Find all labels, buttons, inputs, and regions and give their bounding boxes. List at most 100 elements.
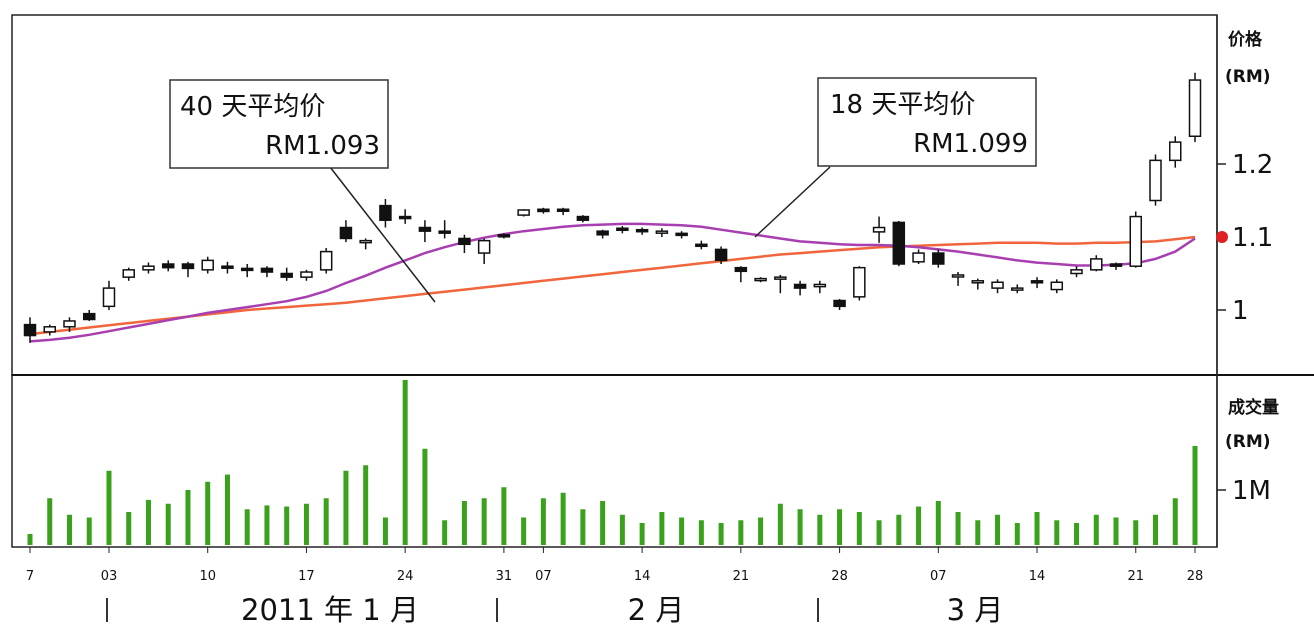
ma18-callout-box <box>817 77 1037 167</box>
candle-body <box>517 209 530 216</box>
volume-bar <box>264 505 270 545</box>
ma18-callout-leader <box>754 166 831 238</box>
month-label: 2011 年 1 月 <box>241 593 419 627</box>
candle-body <box>201 259 214 271</box>
candle-body <box>635 228 649 233</box>
volume-bar <box>501 487 507 545</box>
volume-bar <box>185 490 191 545</box>
candle-body <box>161 263 175 269</box>
volume-bar <box>935 501 941 545</box>
volume-bar <box>679 517 685 545</box>
volume-bar <box>521 517 527 545</box>
candle-body <box>872 226 886 233</box>
candle-body <box>833 299 846 308</box>
volume-bar <box>817 514 823 545</box>
volume-bar <box>619 514 625 545</box>
price-tick-label: 1 <box>1232 296 1249 326</box>
volume-bar <box>303 503 309 545</box>
volume-bar <box>1192 446 1198 545</box>
volume-bar <box>797 509 803 545</box>
ma18-callout-value: RM1.099 <box>913 129 1028 159</box>
volume-bar <box>442 520 448 545</box>
candle-body <box>260 267 274 273</box>
ma40-callout-box <box>169 79 389 169</box>
volume-bar <box>244 509 250 545</box>
volume-bar <box>639 523 645 545</box>
volume-bar <box>126 512 132 545</box>
x-tick-label: 17 <box>298 569 315 584</box>
candle-body <box>1050 281 1064 291</box>
candle-body <box>398 215 412 220</box>
candle-body <box>181 263 195 270</box>
candle-body <box>82 312 96 321</box>
candle-body <box>221 265 234 269</box>
candlestick-layer <box>23 72 1202 343</box>
candle-body <box>1070 269 1083 275</box>
x-tick-label: 31 <box>496 569 513 584</box>
candle-body <box>576 215 590 221</box>
volume-bar <box>1054 520 1060 545</box>
candle-body <box>596 230 609 236</box>
volume-bar <box>1093 514 1099 545</box>
candle-body <box>418 226 432 232</box>
x-tick-label: 07 <box>535 569 552 584</box>
candle-body <box>379 204 392 221</box>
candle-body <box>1188 79 1202 138</box>
candle-body <box>458 237 471 246</box>
candle-body <box>438 230 451 234</box>
candle-body <box>142 265 155 271</box>
volume-bar <box>876 520 882 545</box>
volume-bar <box>718 523 724 545</box>
volume-bar <box>659 512 665 545</box>
price-tick-label: 1.1 <box>1232 223 1273 253</box>
candle-body <box>280 272 293 278</box>
candle-body <box>497 234 511 238</box>
candle-body <box>63 320 76 328</box>
volume-bar <box>382 517 388 545</box>
candle-body <box>912 252 925 263</box>
volume-bar <box>1074 523 1080 545</box>
current-price-marker <box>1216 231 1228 243</box>
x-tick-label: 21 <box>1127 569 1144 584</box>
candle-body <box>339 226 353 240</box>
price-tick-label: 1.2 <box>1232 150 1273 180</box>
ma18-callout-label: 18 天平均价 <box>830 90 975 120</box>
volume-bar <box>738 520 744 545</box>
ma40-callout-label: 40 天平均价 <box>180 92 325 122</box>
candle-body <box>43 326 56 333</box>
candle-body <box>1129 215 1143 267</box>
ma40-callout-leader <box>329 166 436 303</box>
volume-bar <box>422 448 428 545</box>
candle-body <box>675 232 688 237</box>
volume-bar <box>461 501 467 545</box>
volume-bar <box>481 498 487 545</box>
moving-average-layer <box>29 222 1196 343</box>
volume-bar <box>837 509 843 545</box>
candle-body <box>1030 280 1044 284</box>
volume-bar <box>1113 517 1119 545</box>
candle-body <box>122 269 135 278</box>
volume-bar <box>86 517 92 545</box>
volume-bar <box>975 520 981 545</box>
ma40-callout-value: RM1.093 <box>265 131 380 161</box>
volume-bar <box>1172 498 1178 545</box>
volume-bar <box>284 506 290 545</box>
x-tick-label: 28 <box>1187 569 1204 584</box>
volume-bar <box>27 534 33 545</box>
candle-body <box>754 277 767 282</box>
volume-unit-currency: (RM) <box>1225 432 1271 452</box>
volume-bar <box>916 506 922 545</box>
volume-bar <box>205 481 211 545</box>
x-tick-label: 21 <box>733 569 750 584</box>
candle-body <box>23 323 37 337</box>
volume-bar <box>323 498 329 545</box>
candle-body <box>359 239 372 244</box>
month-label: 3 月 <box>947 593 1004 627</box>
candle-body <box>971 280 985 284</box>
price-panel-frame <box>11 14 1218 376</box>
candle-body <box>813 283 827 288</box>
candle-body <box>1109 263 1123 267</box>
x-axis-layer: 7 03 10 17 24 31 07 14 21 28 07 14 21 28 <box>26 547 1203 584</box>
candle-body <box>477 239 491 254</box>
